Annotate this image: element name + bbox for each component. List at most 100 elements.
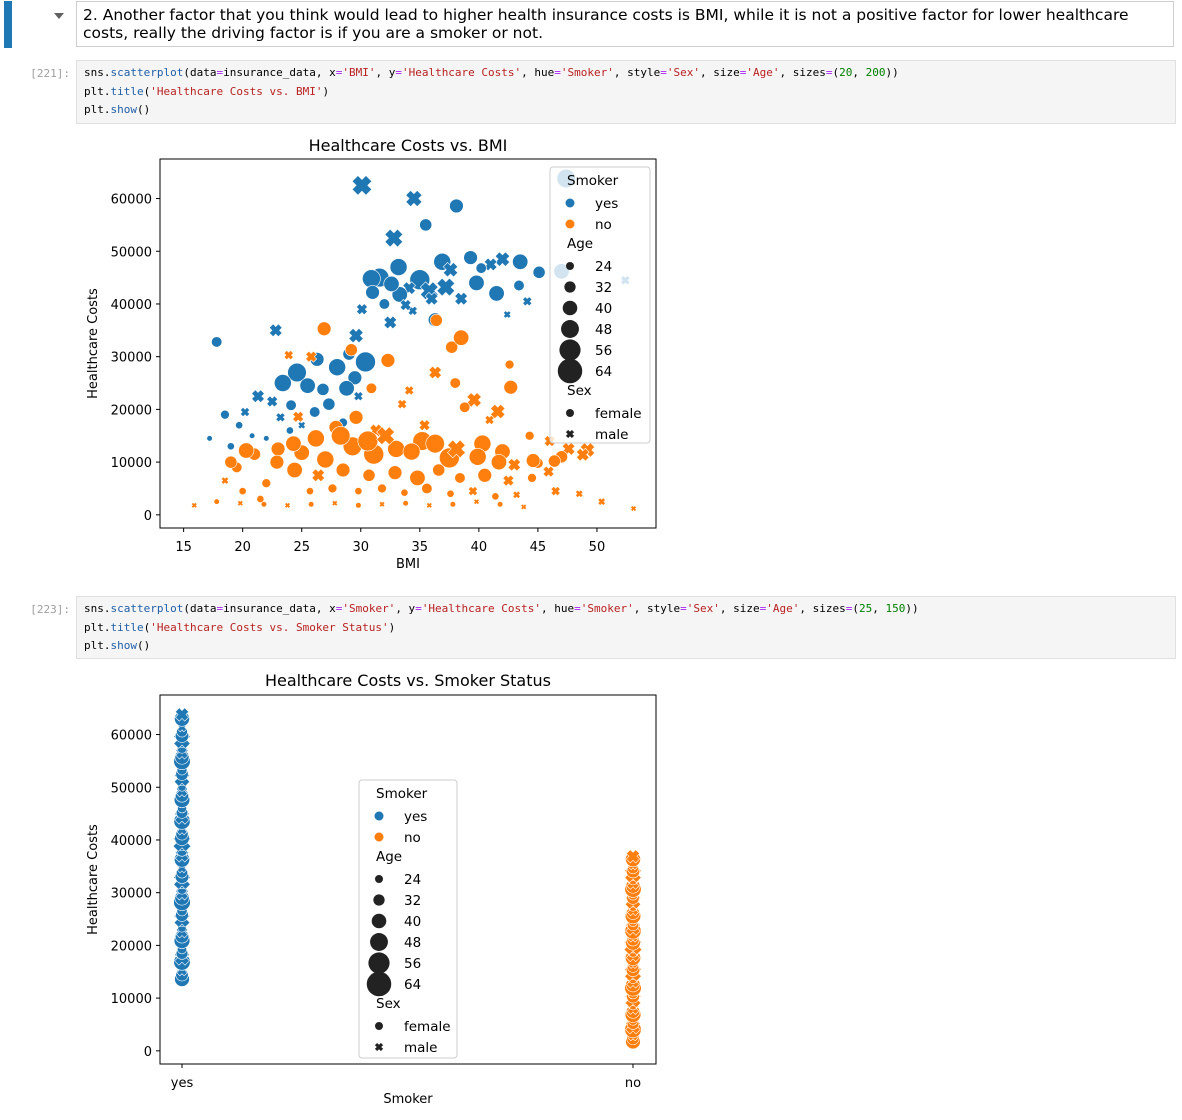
code-token: 'Smoker'	[560, 66, 614, 79]
code-token: 'Sex'	[686, 602, 720, 615]
data-point-yes	[348, 327, 364, 344]
code-token: )	[322, 84, 330, 98]
legend-label-age: 40	[595, 301, 612, 317]
data-point-no	[484, 414, 495, 426]
code-token: , size	[719, 602, 760, 615]
code-token: , y	[395, 602, 416, 615]
data-point-no	[432, 463, 446, 477]
y-tick-label: 50000	[111, 781, 152, 796]
legend-style-male	[565, 429, 575, 439]
legend-label-female: female	[595, 406, 642, 422]
x-axis-label: Smoker	[383, 1092, 433, 1107]
data-point-no	[468, 448, 487, 466]
data-point-no	[308, 501, 315, 508]
data-point-no	[404, 385, 415, 396]
data-point-no	[190, 501, 198, 509]
code-token: ,	[852, 66, 866, 79]
data-point-no	[447, 439, 466, 459]
legend-label-female: female	[404, 1019, 451, 1035]
collapse-caret-icon[interactable]	[54, 13, 64, 19]
code-token: =	[759, 602, 767, 615]
data-point-yes	[384, 228, 404, 248]
y-tick-label: 0	[144, 509, 152, 524]
data-point-yes	[266, 395, 279, 408]
code-cell-221[interactable]: sns.scatterplot(data=insurance_data, x='…	[76, 60, 1176, 124]
code-token: title	[110, 620, 144, 634]
data-point-no	[354, 487, 363, 496]
code-token: 25	[858, 602, 873, 615]
code-token: insurance_data, x	[223, 602, 336, 615]
data-point-no	[574, 489, 584, 498]
data-point-no	[550, 485, 561, 497]
data-point-no	[362, 468, 376, 482]
y-tick-label: 20000	[111, 403, 152, 418]
y-axis-label: Healthcare Costs	[86, 288, 101, 399]
code-token: )	[388, 620, 396, 634]
data-point-yes	[353, 391, 364, 402]
data-point-no	[490, 454, 507, 471]
data-point-yes	[442, 262, 459, 278]
data-point-no	[285, 435, 302, 452]
data-point-no	[269, 454, 285, 470]
data-point-no	[348, 410, 364, 425]
code-token: title	[110, 84, 144, 98]
code-token: =	[739, 66, 747, 79]
code-token: show	[110, 103, 138, 116]
legend-size-marker	[561, 320, 579, 338]
data-point-no	[575, 447, 590, 462]
data-point-yes	[355, 351, 376, 373]
legend-label-age: 64	[595, 364, 612, 380]
legend-swatch-no	[374, 832, 384, 842]
data-point-yes	[389, 258, 408, 276]
data-point-no	[527, 473, 537, 483]
data-point-no	[376, 426, 395, 446]
plot-frame	[159, 694, 657, 1065]
legend-size-marker	[564, 281, 576, 293]
data-point-yes	[513, 279, 525, 292]
data-point-yes	[488, 285, 505, 302]
y-tick-label: 10000	[111, 992, 152, 1007]
data-point-no	[335, 462, 351, 478]
code-line: plt.title('Healthcare Costs vs. Smoker S…	[77, 619, 1175, 638]
data-point-no	[316, 450, 335, 469]
chart-title: Healthcare Costs vs. BMI	[309, 136, 508, 155]
legend-label-yes: yes	[595, 196, 618, 212]
data-point-no	[284, 501, 291, 509]
data-point-yes	[399, 299, 412, 311]
data-point-yes	[322, 397, 336, 411]
data-point-no	[331, 499, 339, 507]
data-point-yes	[362, 269, 381, 288]
data-point-yes	[220, 409, 230, 420]
data-point-no	[625, 849, 641, 864]
code-token: plt	[84, 639, 104, 652]
data-point-yes	[285, 426, 294, 435]
data-point-yes	[316, 382, 330, 396]
code-token: , hue	[521, 66, 555, 79]
code-token: =	[216, 66, 224, 79]
code-cell-223[interactable]: sns.scatterplot(data=insurance_data, x='…	[76, 596, 1176, 659]
code-token: =	[680, 602, 687, 615]
code-token: =	[554, 66, 561, 79]
data-point-no	[491, 492, 500, 501]
markdown-text: 2. Another factor that you think would l…	[83, 6, 1129, 42]
markdown-cell[interactable]: 2. Another factor that you think would l…	[0, 0, 1182, 52]
y-tick-label: 40000	[111, 298, 152, 313]
data-point-yes	[263, 435, 270, 442]
x-tick-label: 45	[530, 540, 547, 555]
code-token: plt	[84, 103, 104, 116]
x-tick-label: yes	[171, 1076, 194, 1091]
data-point-no	[238, 442, 255, 459]
x-tick-label: 25	[293, 540, 310, 555]
code-token: 20	[839, 66, 853, 79]
data-point-yes	[309, 406, 321, 418]
data-point-no	[542, 465, 555, 478]
data-point-yes	[351, 175, 373, 196]
legend-title-smoker: Smoker	[567, 173, 619, 189]
data-point-no	[365, 382, 377, 394]
data-point-yes	[365, 285, 380, 300]
data-point-no	[220, 476, 230, 485]
markdown-box[interactable]: 2. Another factor that you think would l…	[76, 1, 1174, 47]
data-point-yes	[248, 432, 256, 439]
bmi-scatter-figure: Healthcare Costs vs. BMI 15 20 25 30 35 40 45 50…	[86, 136, 657, 572]
